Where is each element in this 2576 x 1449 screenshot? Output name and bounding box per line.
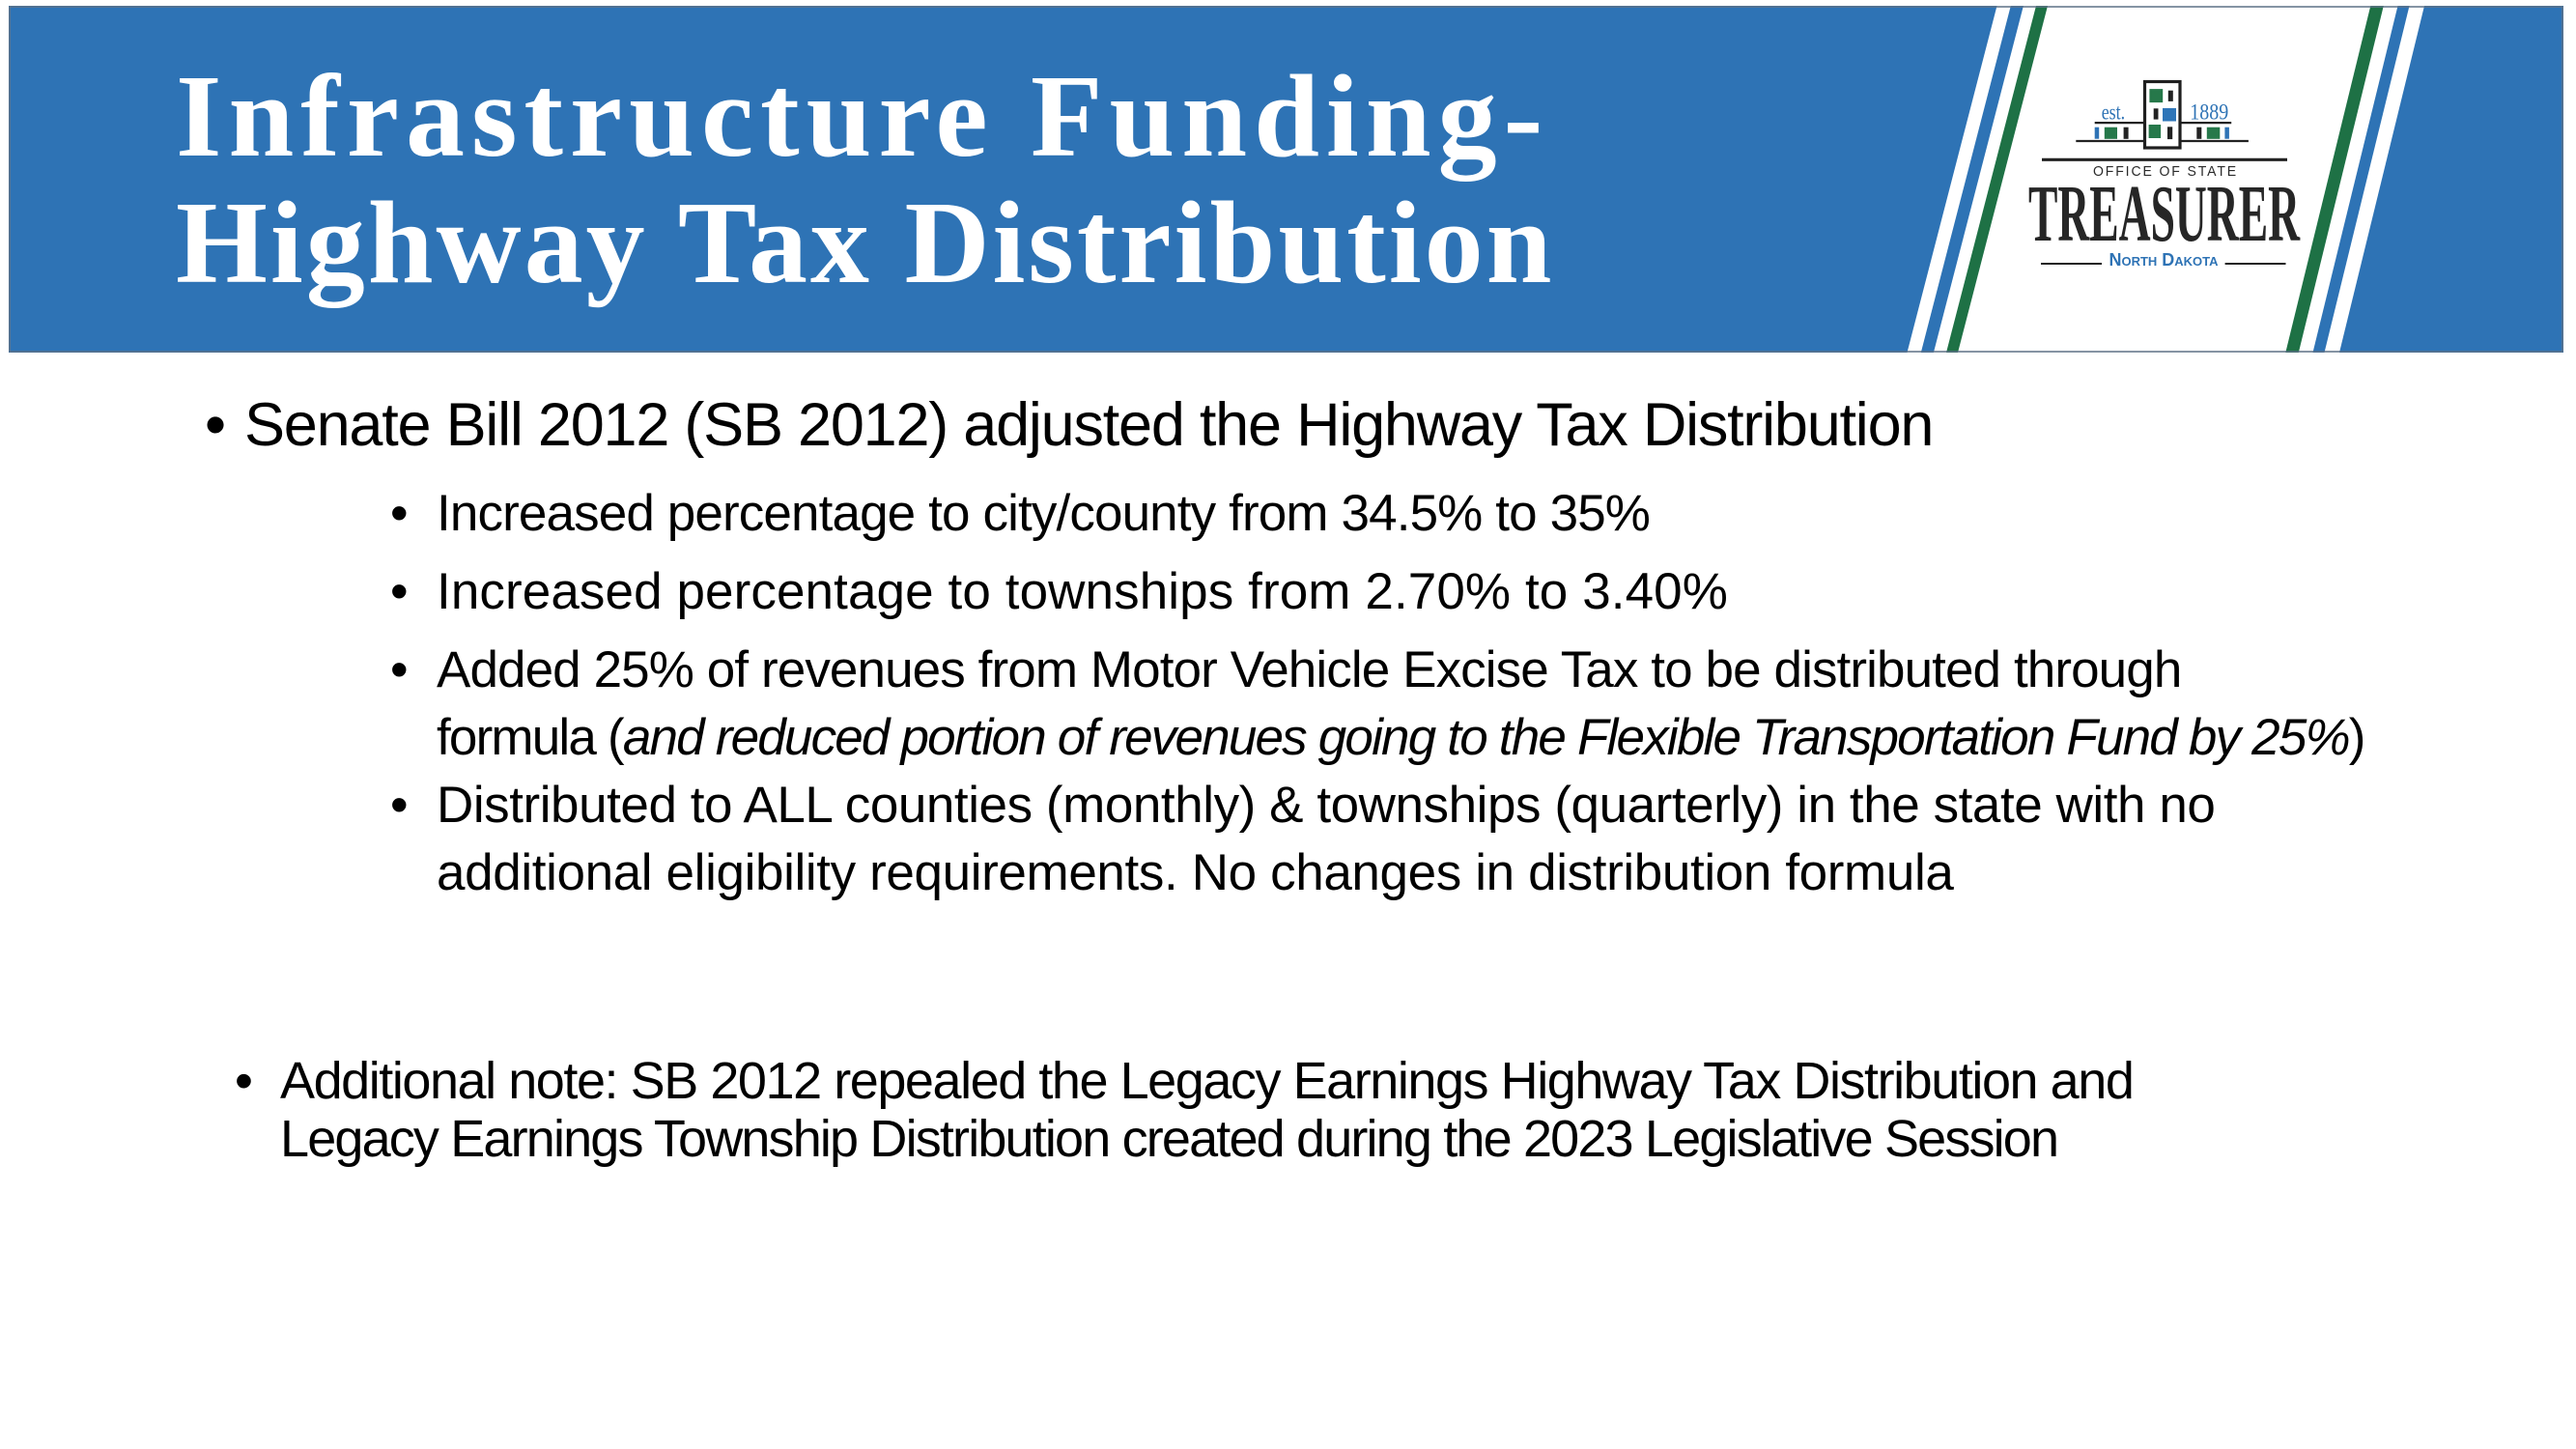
svg-text:North Dakota: North Dakota xyxy=(2109,250,2220,270)
svg-text:TREASURER: TREASURER xyxy=(2028,169,2301,259)
svg-text:1889: 1889 xyxy=(2190,100,2228,125)
svg-text:est.: est. xyxy=(2102,100,2126,125)
svg-text:OFFICE OF STATE: OFFICE OF STATE xyxy=(2093,163,2238,180)
